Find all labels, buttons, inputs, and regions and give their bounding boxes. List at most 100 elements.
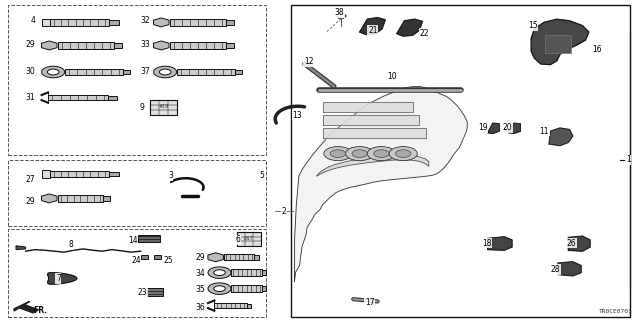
Text: 32: 32 (141, 16, 150, 25)
Circle shape (214, 270, 225, 276)
Bar (246, 304, 252, 308)
Text: 12: 12 (304, 57, 314, 66)
Bar (236, 70, 243, 74)
Bar (65, 69, 124, 75)
Text: 17: 17 (365, 298, 374, 307)
Polygon shape (294, 86, 467, 282)
Polygon shape (323, 128, 426, 138)
Text: 34: 34 (195, 269, 205, 278)
Bar (50, 19, 109, 26)
Bar (141, 255, 148, 259)
Circle shape (346, 147, 374, 161)
Text: 38: 38 (335, 8, 344, 17)
Text: 4: 4 (30, 16, 35, 25)
Text: 3: 3 (168, 172, 173, 180)
Polygon shape (42, 41, 57, 50)
Bar (262, 270, 266, 275)
Circle shape (324, 147, 352, 161)
Bar (109, 20, 119, 25)
Text: 29: 29 (26, 197, 35, 206)
Circle shape (374, 150, 389, 157)
Text: Ø17: Ø17 (244, 236, 254, 241)
Text: 15: 15 (528, 21, 538, 30)
Bar (124, 70, 131, 74)
Bar (8, 5, 266, 155)
Text: 6: 6 (235, 236, 240, 244)
Circle shape (47, 69, 59, 75)
Text: TR0CE0701: TR0CE0701 (598, 309, 632, 314)
Bar (138, 235, 160, 242)
Polygon shape (154, 41, 169, 50)
Text: 35: 35 (195, 285, 205, 294)
Polygon shape (397, 19, 422, 36)
Text: 33: 33 (141, 40, 150, 49)
Bar (226, 43, 234, 48)
Text: 11: 11 (540, 127, 549, 136)
Text: 19: 19 (478, 124, 488, 132)
Circle shape (389, 147, 417, 161)
Polygon shape (317, 156, 429, 176)
Text: FR.: FR. (33, 306, 47, 315)
Polygon shape (509, 123, 520, 133)
Bar (109, 172, 119, 176)
Text: 37: 37 (141, 68, 150, 76)
Text: 23: 23 (138, 288, 147, 297)
Circle shape (367, 147, 396, 161)
Bar (545, 35, 571, 53)
Bar (231, 269, 262, 276)
Bar (108, 96, 117, 100)
Circle shape (330, 150, 346, 157)
Circle shape (214, 286, 225, 292)
Bar (8, 229, 266, 317)
Text: 24: 24 (131, 256, 141, 265)
Polygon shape (558, 262, 581, 276)
Text: #19: #19 (159, 104, 169, 109)
Bar (114, 43, 122, 48)
Polygon shape (488, 237, 512, 250)
Circle shape (396, 150, 411, 157)
Polygon shape (47, 273, 77, 284)
Circle shape (159, 69, 171, 75)
Bar (48, 95, 108, 100)
Text: 25: 25 (163, 256, 173, 265)
Polygon shape (154, 18, 169, 27)
Bar (224, 254, 254, 260)
Bar (291, 5, 630, 317)
Text: 14: 14 (128, 236, 138, 245)
Text: 30: 30 (26, 68, 35, 76)
Bar (150, 100, 177, 115)
Bar (262, 286, 266, 291)
Bar (147, 288, 163, 296)
Circle shape (208, 283, 231, 294)
Text: 31: 31 (26, 93, 35, 102)
Text: 21: 21 (368, 26, 378, 35)
Text: 7: 7 (56, 274, 61, 283)
Text: 29: 29 (195, 253, 205, 262)
Circle shape (352, 150, 367, 157)
Polygon shape (323, 115, 419, 125)
Text: 29: 29 (26, 40, 35, 49)
Polygon shape (336, 14, 346, 18)
Text: 27: 27 (26, 175, 35, 184)
Polygon shape (323, 102, 413, 112)
Bar (154, 255, 161, 259)
Polygon shape (14, 301, 38, 313)
Text: 20: 20 (502, 124, 512, 132)
Circle shape (208, 267, 231, 278)
Bar (226, 20, 234, 25)
Bar (254, 255, 259, 260)
Text: 13: 13 (292, 111, 302, 120)
Text: 16: 16 (592, 45, 602, 54)
Polygon shape (568, 236, 590, 251)
Bar (42, 170, 50, 178)
Polygon shape (531, 19, 589, 65)
Text: 2: 2 (282, 207, 287, 216)
Bar (104, 196, 111, 201)
Text: 10: 10 (387, 72, 397, 81)
Bar (170, 19, 226, 26)
Text: 22: 22 (419, 29, 429, 38)
Text: 36: 36 (195, 303, 205, 312)
Polygon shape (42, 194, 57, 203)
Bar (58, 42, 114, 49)
Bar (177, 69, 236, 75)
